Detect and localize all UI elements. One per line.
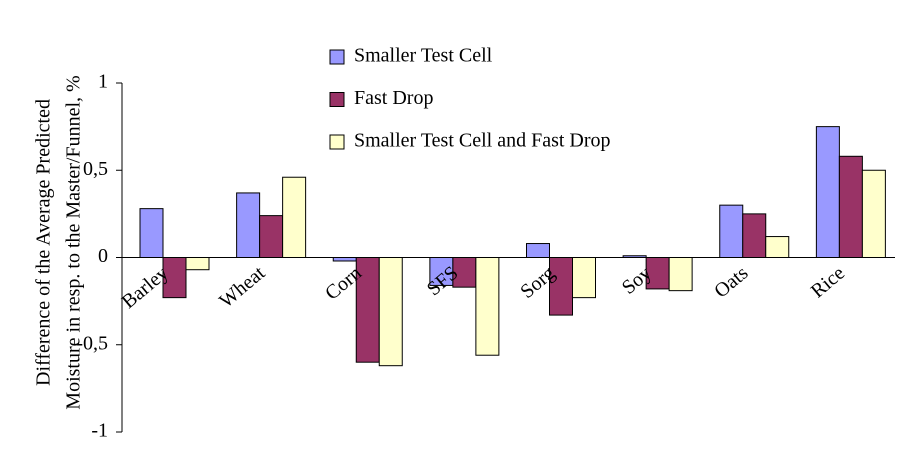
bar [572,257,596,299]
y-tick-label: 1 [98,71,108,93]
bar [378,257,403,367]
bar [549,257,573,316]
bar [259,215,284,258]
bar [185,257,210,271]
y-tick-label: 0 [98,245,108,267]
legend-label: Smaller Test Cell [354,45,493,67]
legend-label: Smaller Test Cell and Fast Drop [354,130,611,152]
bar [719,204,744,258]
legend-label: Fast Drop [354,87,433,109]
x-tick-label: Oats [710,262,752,303]
bar [332,257,357,262]
x-tick-label: Wheat [215,262,269,313]
bar [838,155,863,258]
bar [742,213,767,258]
x-tick-label: Rice [807,262,849,302]
bar [236,192,261,258]
y-axis-label: Moisture in resp. to the Master/Funnel, … [63,75,85,409]
legend-swatch [329,92,345,107]
legend-swatch [329,49,345,65]
bar [139,208,164,258]
bar [861,169,886,258]
bar [668,257,693,292]
y-tick-label: -0,5 [76,332,108,354]
y-axis-label: Difference of the Average Predicted [33,99,55,386]
bar [475,257,500,356]
bar [526,243,550,258]
y-tick-label: 0,5 [83,158,108,180]
bar [815,126,840,258]
bar [282,176,307,258]
y-tick-label: -1 [91,420,108,442]
bar [765,236,790,258]
legend-swatch [329,134,345,150]
